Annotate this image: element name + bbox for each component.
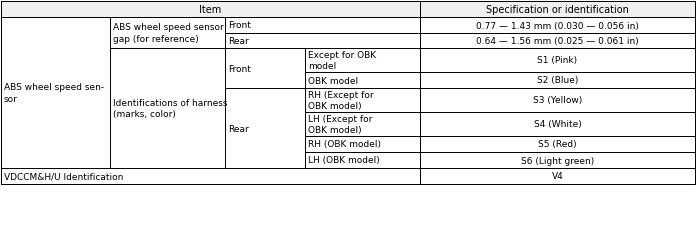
Bar (420, 2, 695, 18)
Bar (1, 2, 695, 184)
Text: LH (Except for
OBK model): LH (Except for OBK model) (308, 114, 372, 134)
Bar (225, 34, 420, 49)
Bar (1, 168, 420, 184)
Bar (420, 73, 695, 89)
Bar (225, 89, 305, 168)
Text: 0.77 — 1.43 mm (0.030 — 0.056 in): 0.77 — 1.43 mm (0.030 — 0.056 in) (476, 21, 639, 30)
Text: VDCCM&H/U Identification: VDCCM&H/U Identification (4, 172, 123, 181)
Bar (305, 49, 420, 73)
Bar (420, 152, 695, 168)
Bar (420, 49, 695, 73)
Bar (305, 152, 420, 168)
Text: S1 (Pink): S1 (Pink) (537, 56, 578, 65)
Bar (420, 168, 695, 184)
Bar (305, 136, 420, 152)
Bar (420, 112, 695, 136)
Bar (420, 18, 695, 34)
Text: S5 (Red): S5 (Red) (538, 140, 577, 149)
Text: Rear: Rear (228, 124, 248, 133)
Text: Identifications of harness
(marks, color): Identifications of harness (marks, color… (113, 98, 228, 119)
Bar (1, 18, 110, 168)
Bar (305, 73, 420, 89)
Text: ABS wheel speed sen-
sor: ABS wheel speed sen- sor (4, 83, 104, 103)
Text: V4: V4 (552, 172, 563, 181)
Bar (110, 18, 225, 49)
Bar (420, 34, 695, 49)
Bar (420, 136, 695, 152)
Bar (225, 18, 420, 34)
Text: S3 (Yellow): S3 (Yellow) (533, 96, 582, 105)
Text: Item: Item (199, 5, 221, 15)
Text: Front: Front (228, 64, 251, 73)
Text: Rear: Rear (228, 37, 248, 46)
Bar (1, 2, 420, 18)
Text: S4 (White): S4 (White) (534, 120, 581, 129)
Text: Front: Front (228, 21, 251, 30)
Text: 0.64 — 1.56 mm (0.025 — 0.061 in): 0.64 — 1.56 mm (0.025 — 0.061 in) (476, 37, 639, 46)
Bar (225, 49, 305, 89)
Text: S6 (Light green): S6 (Light green) (521, 156, 594, 165)
Text: ABS wheel speed sensor
gap (for reference): ABS wheel speed sensor gap (for referenc… (113, 23, 223, 43)
Text: OBK model: OBK model (308, 76, 358, 85)
Text: RH (OBK model): RH (OBK model) (308, 140, 381, 149)
Text: LH (OBK model): LH (OBK model) (308, 156, 380, 165)
Text: S2 (Blue): S2 (Blue) (537, 76, 578, 85)
Text: RH (Except for
OBK model): RH (Except for OBK model) (308, 90, 374, 111)
Bar (305, 112, 420, 136)
Text: Specification or identification: Specification or identification (486, 5, 629, 15)
Bar (305, 89, 420, 112)
Bar (110, 49, 225, 168)
Bar (420, 89, 695, 112)
Text: Except for OBK
model: Except for OBK model (308, 51, 376, 71)
